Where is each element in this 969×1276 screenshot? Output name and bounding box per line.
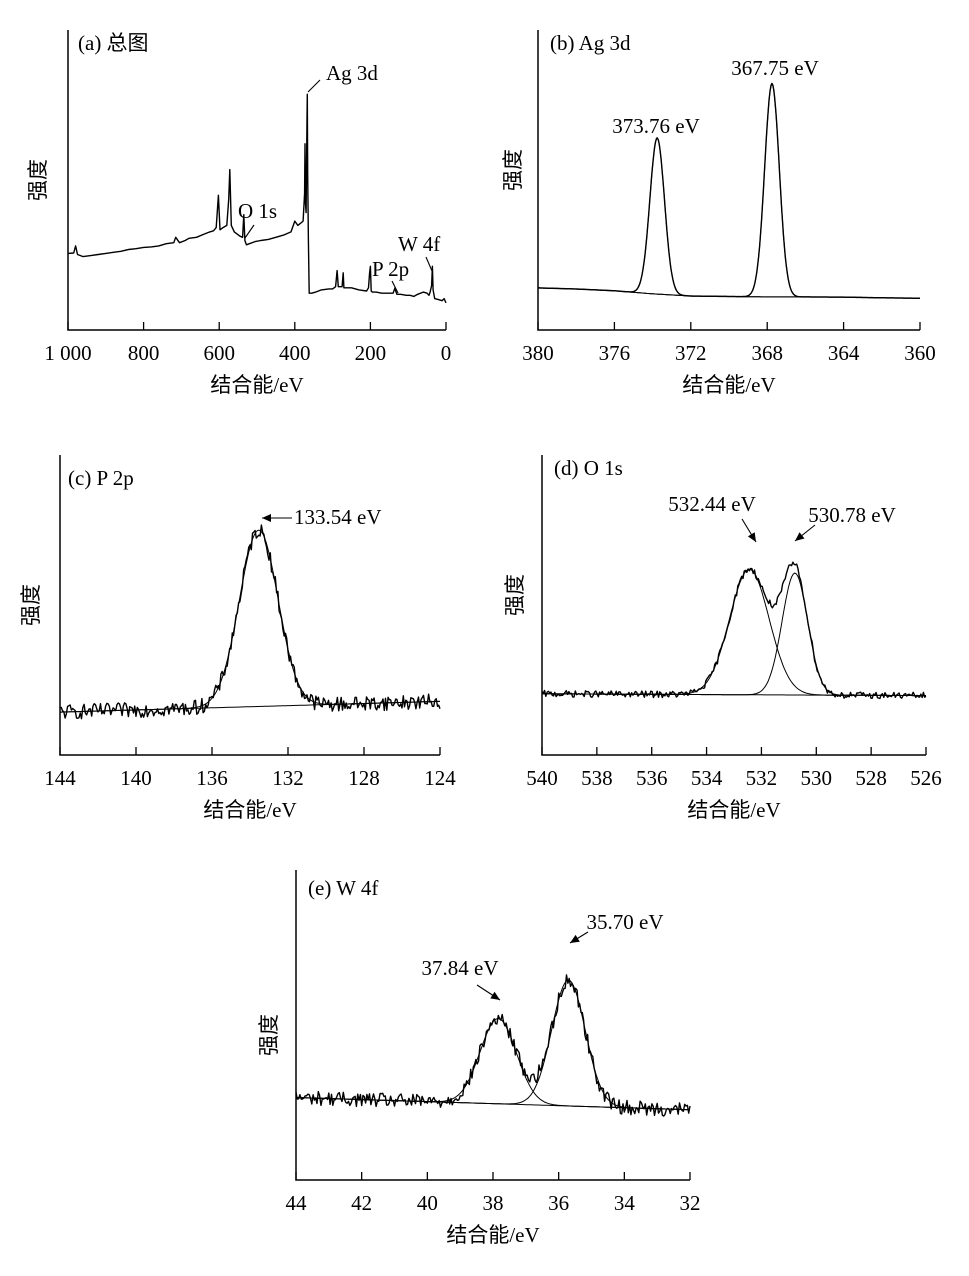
fit-component-b-0 (538, 136, 920, 299)
peak-label: 373.76 eV (612, 114, 700, 138)
x-axis-title-a: 结合能/eV (210, 373, 303, 397)
x-tick-label-e: 42 (351, 1191, 372, 1215)
x-tick-label-c: 132 (272, 766, 304, 790)
y-axis-title-a: 强度 (26, 159, 50, 201)
x-axis-title-e: 结合能/eV (446, 1223, 539, 1247)
measured-spectrum-e (295, 974, 691, 1117)
x-tick-label-e: 40 (417, 1191, 438, 1215)
panel-a: 1 000 800 600 400 200 0 结合能/eV 强度 (a) 总图 Ag 3d O 1… (26, 30, 451, 397)
x-tick-label-d: 528 (855, 766, 887, 790)
y-axis-title-e: 强度 (257, 1014, 281, 1056)
survey-spectrum (67, 93, 447, 304)
panel-c: 144 140 136 132 128 124 结合能/eV 强度 (c) P 2p 133.54… (19, 455, 456, 822)
peak-label: 133.54 eV (294, 505, 382, 529)
panel-b: 380 376 372 368 364 360 结合能/eV 强度 (b) Ag 3d 373.7… (501, 30, 936, 397)
panel-e: 44 42 40 38 36 34 32 结合能/eV 强度 (e) W 4f 37.84 eV 35… (257, 870, 701, 1247)
peak-arrowhead (490, 991, 500, 1000)
panel-d: 540 538 536 534 532 530 528 526 结合能/eV 强度 (d) O 1s… (503, 455, 942, 822)
x-tick-label-a: 400 (279, 341, 311, 365)
x-tick-label-a: 600 (203, 341, 235, 365)
peak-annotation: P 2p (372, 257, 409, 281)
peak-label: 35.70 eV (587, 910, 664, 934)
x-tick-label-c: 140 (120, 766, 152, 790)
fit-component-d-1 (542, 572, 926, 697)
y-axis-title-c: 强度 (19, 584, 43, 626)
fit-component-d-0 (542, 568, 926, 697)
panel-title-c: (c) P 2p (68, 466, 134, 490)
x-tick-label-e: 34 (614, 1191, 636, 1215)
x-tick-label-a: 200 (355, 341, 387, 365)
peak-arrowhead (262, 514, 271, 522)
peak-label: 532.44 eV (668, 492, 756, 516)
y-axis-title-d: 强度 (503, 574, 527, 616)
x-tick-label-b: 368 (751, 341, 783, 365)
peak-label: 37.84 eV (422, 956, 499, 980)
x-tick-label-a: 0 (441, 341, 452, 365)
x-tick-label-b: 380 (522, 341, 554, 365)
x-tick-label-b: 372 (675, 341, 707, 365)
annotation-leader (425, 256, 433, 272)
x-tick-label-b: 360 (904, 341, 936, 365)
x-tick-label-d: 532 (746, 766, 778, 790)
x-tick-label-d: 530 (801, 766, 833, 790)
axis-frame-a (67, 30, 446, 331)
x-axis-title-d: 结合能/eV (687, 798, 780, 822)
annotation-leader (307, 79, 321, 93)
x-tick-label-e: 36 (548, 1191, 569, 1215)
measured-spectrum-b (538, 82, 920, 299)
x-tick-label-c: 128 (348, 766, 380, 790)
measured-spectrum-d (541, 561, 927, 700)
fit-component-c-0 (60, 529, 440, 713)
panel-title-e: (e) W 4f (308, 876, 378, 900)
x-tick-label-d: 536 (636, 766, 668, 790)
fit-component-b-1 (538, 82, 920, 299)
x-tick-label-b: 364 (828, 341, 860, 365)
peak-arrowhead (795, 532, 805, 541)
x-tick-label-d: 526 (910, 766, 942, 790)
x-tick-label-a: 800 (128, 341, 160, 365)
panel-title-a: (a) 总图 (78, 31, 149, 55)
x-tick-label-e: 44 (286, 1191, 308, 1215)
peak-annotation: Ag 3d (326, 61, 378, 85)
peak-arrowhead (570, 934, 580, 943)
y-axis-title-b: 强度 (501, 149, 525, 191)
peak-annotation: W 4f (398, 232, 440, 256)
fit-component-e-1 (295, 979, 690, 1111)
x-tick-label-c: 124 (424, 766, 456, 790)
x-tick-label-b: 376 (599, 341, 631, 365)
x-axis-title-b: 结合能/eV (682, 373, 775, 397)
measured-spectrum-c (59, 524, 441, 720)
x-tick-label-d: 534 (691, 766, 723, 790)
peak-label: 367.75 eV (731, 56, 819, 80)
annotation-leader (391, 280, 399, 294)
x-tick-label-d: 540 (526, 766, 558, 790)
peak-arrowhead (747, 532, 756, 542)
panel-title-d: (d) O 1s (554, 456, 623, 480)
x-tick-label-c: 144 (44, 766, 76, 790)
x-tick-label-e: 38 (483, 1191, 504, 1215)
axis-frame-b (537, 30, 920, 331)
peak-annotation: O 1s (238, 199, 277, 223)
panel-title-b: (b) Ag 3d (550, 31, 631, 55)
annotation-leader (244, 224, 255, 239)
x-axis-title-c: 结合能/eV (203, 798, 296, 822)
x-tick-label-a: 1 000 (44, 341, 91, 365)
x-tick-label-c: 136 (196, 766, 228, 790)
peak-label: 530.78 eV (808, 503, 896, 527)
x-tick-label-d: 538 (581, 766, 613, 790)
x-tick-label-e: 32 (680, 1191, 701, 1215)
